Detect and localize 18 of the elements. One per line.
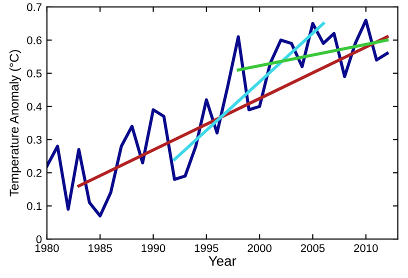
x-tick-label: 1985 [88, 244, 112, 252]
y-tick-label: 0.6 [27, 36, 42, 44]
x-tick-label: 1980 [35, 244, 59, 252]
y-tick-label: 0 [36, 235, 42, 244]
y-axis-title: Temperature Anomaly (°C) [9, 50, 22, 196]
y-tick-label: 0.4 [27, 102, 42, 111]
x-tick-label: 2000 [248, 244, 272, 252]
x-tick-label: 2010 [354, 244, 378, 252]
y-tick-label: 0.2 [27, 169, 42, 177]
line-series [46, 18, 389, 218]
y-tick-label: 0.7 [27, 3, 42, 12]
y-tick-label: 0.3 [27, 136, 42, 144]
x-tick-label: 1995 [194, 244, 218, 252]
x-tick-label: 1990 [142, 244, 166, 252]
y-tick-label: 0.1 [27, 202, 42, 210]
x-axis-title: Year [208, 256, 236, 266]
x-tick-label: 2005 [300, 244, 325, 252]
y-tick-label: 0.5 [27, 70, 42, 78]
